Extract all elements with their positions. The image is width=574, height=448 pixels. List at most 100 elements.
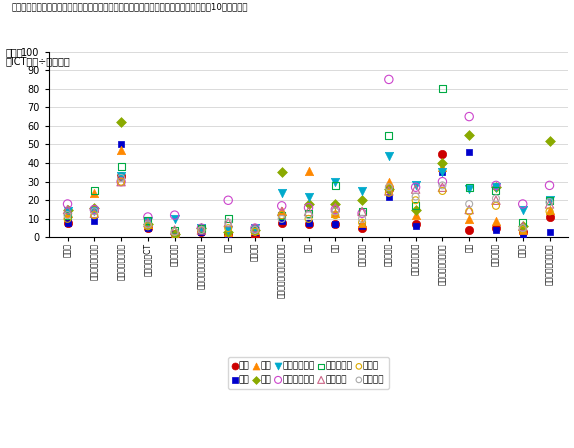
Point bbox=[63, 211, 72, 219]
Point bbox=[384, 184, 393, 191]
Point bbox=[90, 206, 99, 213]
Point bbox=[358, 223, 367, 230]
Point bbox=[277, 219, 286, 226]
Point bbox=[277, 189, 286, 196]
Point bbox=[491, 195, 501, 202]
Point bbox=[170, 230, 179, 237]
Point bbox=[491, 217, 501, 224]
Point bbox=[224, 215, 233, 223]
Point bbox=[250, 232, 259, 239]
Point bbox=[304, 204, 313, 211]
Point bbox=[438, 187, 447, 194]
Point bbox=[277, 169, 286, 176]
Point bbox=[144, 219, 153, 226]
Point bbox=[438, 150, 447, 157]
Point bbox=[491, 202, 501, 209]
Point bbox=[411, 221, 420, 228]
Point bbox=[358, 219, 367, 226]
Point bbox=[411, 202, 420, 209]
Text: 情報通信機器を除く製造業、卸売業、対個人サービス業を始めとする過半の産業では、10か国中下位: 情報通信機器を除く製造業、卸売業、対個人サービス業を始めとする過半の産業では、1… bbox=[11, 2, 248, 11]
Point bbox=[170, 211, 179, 219]
Point bbox=[277, 208, 286, 215]
Point bbox=[491, 197, 501, 204]
Point bbox=[90, 208, 99, 215]
Point bbox=[331, 210, 340, 217]
Point bbox=[331, 182, 340, 189]
Point bbox=[358, 215, 367, 223]
Point bbox=[277, 202, 286, 209]
Point bbox=[545, 182, 554, 189]
Point bbox=[197, 224, 206, 232]
Point bbox=[491, 184, 501, 191]
Point bbox=[518, 200, 528, 207]
Point bbox=[545, 198, 554, 206]
Point bbox=[63, 208, 72, 215]
Point bbox=[545, 197, 554, 204]
Point bbox=[304, 210, 313, 217]
Point bbox=[491, 184, 501, 191]
Point bbox=[331, 178, 340, 185]
Point bbox=[518, 226, 528, 233]
Point bbox=[384, 76, 393, 83]
Point bbox=[411, 206, 420, 213]
Point bbox=[224, 219, 233, 226]
Point bbox=[117, 178, 126, 185]
Point bbox=[438, 159, 447, 167]
Point bbox=[545, 228, 554, 236]
Text: （％）: （％） bbox=[6, 47, 24, 57]
Legend: 日本, 韓国, 米国, 英国, スウェーデン, フィンランド, デンマーク, オランダ, ドイツ, フランス: 日本, 韓国, 米国, 英国, スウェーデン, フィンランド, デンマーク, オ… bbox=[228, 357, 389, 389]
Point bbox=[250, 226, 259, 233]
Point bbox=[63, 219, 72, 226]
Point bbox=[250, 228, 259, 236]
Point bbox=[170, 228, 179, 236]
Point bbox=[464, 184, 474, 191]
Point bbox=[545, 213, 554, 220]
Point bbox=[331, 208, 340, 215]
Point bbox=[170, 226, 179, 233]
Point bbox=[464, 148, 474, 155]
Point bbox=[518, 206, 528, 213]
Point bbox=[438, 184, 447, 191]
Point bbox=[90, 217, 99, 224]
Point bbox=[331, 221, 340, 228]
Point bbox=[384, 187, 393, 194]
Point bbox=[117, 119, 126, 126]
Point bbox=[63, 219, 72, 226]
Point bbox=[518, 226, 528, 233]
Point bbox=[411, 197, 420, 204]
Point bbox=[144, 221, 153, 228]
Point bbox=[144, 221, 153, 228]
Point bbox=[117, 174, 126, 181]
Point bbox=[464, 185, 474, 193]
Point bbox=[144, 224, 153, 232]
Point bbox=[170, 215, 179, 223]
Point bbox=[170, 230, 179, 237]
Point bbox=[63, 215, 72, 223]
Point bbox=[63, 206, 72, 213]
Point bbox=[117, 141, 126, 148]
Point bbox=[304, 211, 313, 219]
Point bbox=[197, 224, 206, 232]
Point bbox=[411, 185, 420, 193]
Point bbox=[277, 211, 286, 219]
Point bbox=[518, 223, 528, 230]
Point bbox=[438, 163, 447, 170]
Point bbox=[304, 193, 313, 200]
Point bbox=[304, 215, 313, 223]
Point bbox=[411, 182, 420, 189]
Point bbox=[224, 230, 233, 237]
Point bbox=[491, 224, 501, 232]
Point bbox=[197, 224, 206, 232]
Point bbox=[331, 211, 340, 219]
Point bbox=[331, 221, 340, 228]
Point bbox=[411, 211, 420, 219]
Point bbox=[464, 113, 474, 120]
Point bbox=[90, 211, 99, 219]
Point bbox=[518, 223, 528, 230]
Point bbox=[224, 197, 233, 204]
Point bbox=[545, 137, 554, 144]
Point bbox=[250, 224, 259, 232]
Point bbox=[438, 85, 447, 92]
Point bbox=[545, 200, 554, 207]
Point bbox=[250, 228, 259, 236]
